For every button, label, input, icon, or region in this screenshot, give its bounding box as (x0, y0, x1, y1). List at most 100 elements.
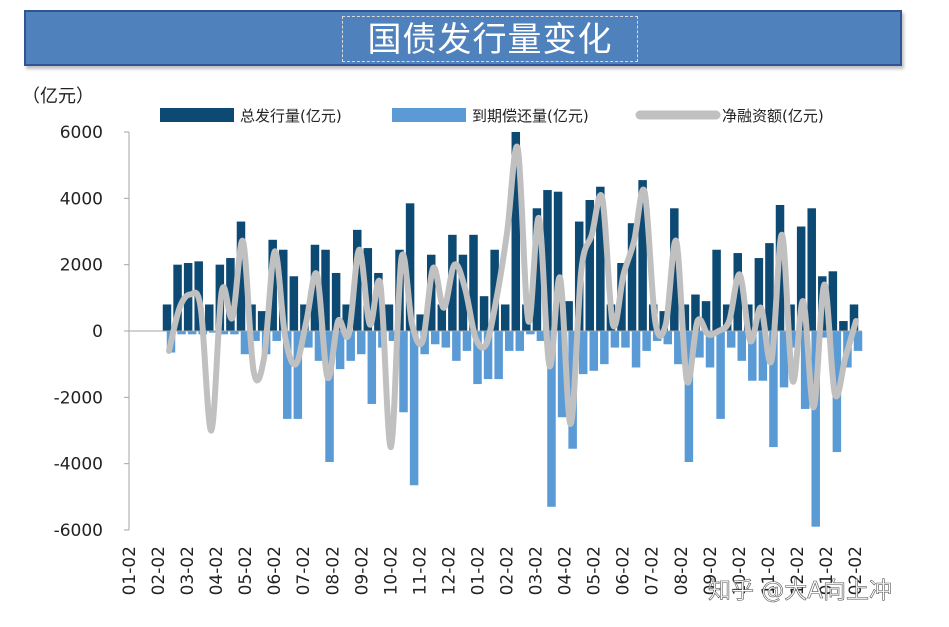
issuance-bar (712, 249, 721, 331)
x-tick-label: 12-02 (788, 546, 808, 595)
y-tick-label: -6000 (54, 521, 103, 541)
maturity-bar (800, 331, 810, 409)
maturity-bar (504, 331, 514, 351)
y-tick-label: 4000 (60, 189, 103, 209)
issuance-bar (490, 249, 499, 331)
y-tick-label: 2000 (60, 256, 103, 276)
maturity-bar (230, 331, 239, 335)
issuance-bar (236, 221, 246, 331)
title-text-box: 国债发行量变化 (342, 16, 638, 62)
x-tick-label: 02-02 (149, 546, 169, 595)
legend-label-net: 净融资额(亿元) (722, 107, 824, 125)
maturity-bar (758, 331, 768, 381)
maturity-bar (726, 331, 736, 348)
maturity-bar (388, 331, 398, 341)
issuance-bar (511, 132, 521, 331)
issuance-bar (458, 254, 468, 331)
maturity-bar (779, 331, 789, 388)
maturity-bar (610, 331, 620, 348)
maturity-bar (314, 331, 324, 361)
issuance-bar (638, 180, 647, 331)
x-tick-label: 04-02 (556, 546, 576, 595)
maturity-bar (716, 331, 725, 419)
maturity-bar (674, 331, 683, 365)
maturity-bar (631, 331, 641, 368)
issuance-bar (839, 321, 848, 331)
maturity-bar (589, 331, 599, 371)
maturity-bar (304, 331, 313, 348)
x-tick-label: 09-02 (352, 546, 372, 595)
issuance-bar (479, 296, 489, 331)
maturity-bar (547, 331, 556, 507)
maturity-bar (705, 331, 715, 368)
maturity-bar (293, 331, 303, 419)
x-tick-label: 01-02 (469, 546, 489, 595)
net-financing-line (166, 143, 859, 451)
maturity-bar (335, 331, 345, 370)
legend-label-maturity: 到期偿还量(亿元) (472, 107, 589, 125)
issuance-bar (162, 304, 172, 331)
x-tick-label: 04-02 (207, 546, 227, 595)
maturity-bar (684, 331, 694, 463)
maturity-bar (483, 331, 493, 380)
maturity-bar (209, 331, 218, 333)
x-tick-label: 06-02 (265, 546, 285, 595)
maturity-bar (430, 331, 440, 345)
maturity-bar (325, 331, 334, 463)
issuance-bar (849, 304, 859, 331)
issuance-bar (596, 186, 605, 331)
maturity-bar (663, 331, 673, 345)
maturity-bar (462, 331, 472, 351)
maturity-bar (822, 331, 831, 338)
issuance-bar (585, 199, 595, 331)
x-tick-label: 02-02 (498, 546, 518, 595)
maturity-bar (367, 331, 377, 404)
maturity-bar (536, 331, 546, 341)
maturity-bar (399, 331, 408, 413)
issuance-bar (564, 301, 573, 331)
x-tick-label: 09-02 (701, 546, 721, 595)
issuance-bar (500, 304, 510, 331)
x-tick-label: 08-02 (323, 546, 343, 595)
legend-swatch-issuance (160, 108, 234, 122)
maturity-bar (219, 331, 229, 335)
y-tick-label: -4000 (54, 455, 103, 475)
issuance-bar (416, 314, 425, 331)
x-tick-label: 10-02 (730, 546, 750, 595)
issuance-bar (384, 304, 394, 331)
maturity-bar (473, 331, 482, 385)
chart-title: 国债发行量变化 (367, 20, 613, 60)
x-axis: 01-02 02-02 03-02 04-02 05-02 06-02 07-02 08-02… (120, 546, 866, 595)
unit-label: （亿元） (22, 86, 94, 107)
x-tick-label: 03-02 (178, 546, 198, 595)
issuance-bar (289, 276, 299, 331)
maturity-bar (578, 331, 588, 375)
maturity-bar (557, 331, 567, 418)
issuance-bar (310, 244, 320, 331)
maturity-bar (441, 331, 451, 348)
maturity-bar (452, 331, 461, 361)
maturity-bar (177, 331, 186, 335)
issuance-bar (374, 272, 383, 331)
issuance-bar (754, 258, 764, 331)
maturity-bar (621, 331, 630, 348)
title-banner: 国债发行量变化 (24, 10, 902, 66)
x-tick-label: 07-02 (643, 546, 663, 595)
y-axis: 6000 4000 2000 0 -2000 -4000 -6000 (54, 123, 130, 541)
issuance-bar (257, 311, 267, 331)
maturity-bar (695, 331, 704, 358)
chart-area: （亿元） 总发行量(亿元) 到期偿还量(亿元) 净融资额(亿元) 6000 400… (22, 86, 892, 604)
legend: 总发行量(亿元) 到期偿还量(亿元) 净融资额(亿元) (160, 107, 824, 125)
issuance-bar (553, 191, 563, 331)
maturity-bar (642, 331, 651, 351)
issuance-bar (469, 234, 478, 331)
maturity-bar (769, 331, 778, 448)
x-tick-label: 01-02 (817, 546, 837, 595)
issuance-bar (173, 264, 182, 331)
maturity-bar (240, 331, 250, 355)
x-tick-label: 11-02 (759, 546, 779, 595)
issuance-bar (321, 249, 330, 331)
issuance-bar (691, 294, 700, 331)
maturity-bar (272, 331, 281, 341)
issuance-bar (627, 223, 637, 331)
